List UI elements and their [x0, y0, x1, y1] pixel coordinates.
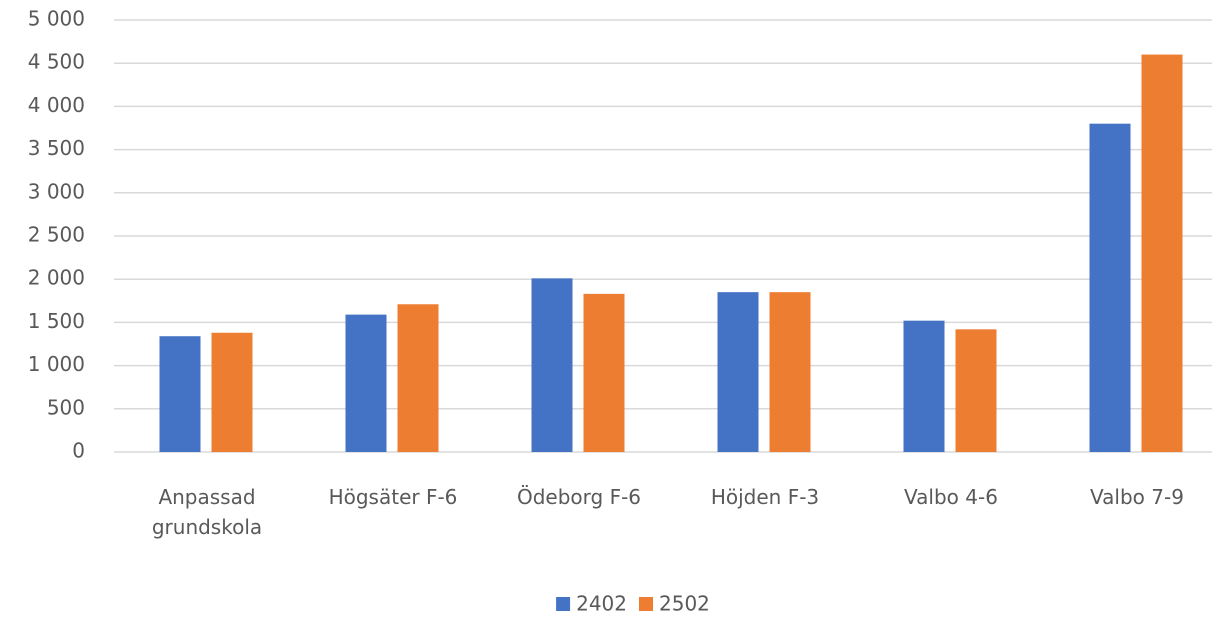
bar: [531, 278, 573, 452]
x-tick-label: Höjden F-3: [710, 485, 820, 509]
x-tick-label: Anpassad grundskola: [151, 485, 263, 539]
bar: [583, 293, 625, 452]
bar: [1089, 123, 1131, 453]
bar: [345, 314, 387, 452]
y-tick-label: 1 000: [28, 352, 85, 376]
legend-label: 2402: [576, 592, 627, 616]
y-tick-label: 5 000: [28, 7, 85, 31]
y-tick-label: 4 500: [28, 50, 85, 74]
y-tick-label: 0: [72, 439, 85, 463]
y-tick-label: 2 000: [28, 266, 85, 290]
bar: [397, 304, 439, 452]
bar: [1141, 54, 1183, 453]
bar: [159, 336, 201, 452]
y-tick-label: 4 000: [28, 93, 85, 117]
bar: [955, 329, 997, 452]
bar: [211, 332, 253, 452]
x-tick-label: Ödeborg F-6: [516, 485, 642, 509]
bar: [769, 292, 811, 452]
legend-swatch: [639, 597, 653, 611]
x-tick-label: Valbo 4-6: [904, 485, 998, 509]
y-tick-label: 1 500: [28, 309, 85, 333]
y-tick-label: 2 500: [28, 223, 85, 247]
legend-label: 2502: [659, 592, 710, 616]
x-tick-label: Valbo 7-9: [1090, 485, 1184, 509]
x-tick-label: Högsäter F-6: [328, 485, 458, 509]
y-tick-label: 3 000: [28, 179, 85, 203]
bar: [717, 292, 759, 452]
legend-swatch: [556, 597, 571, 611]
y-tick-label: 3 500: [28, 136, 85, 160]
bar: [903, 320, 945, 452]
y-tick-label: 500: [47, 395, 85, 419]
